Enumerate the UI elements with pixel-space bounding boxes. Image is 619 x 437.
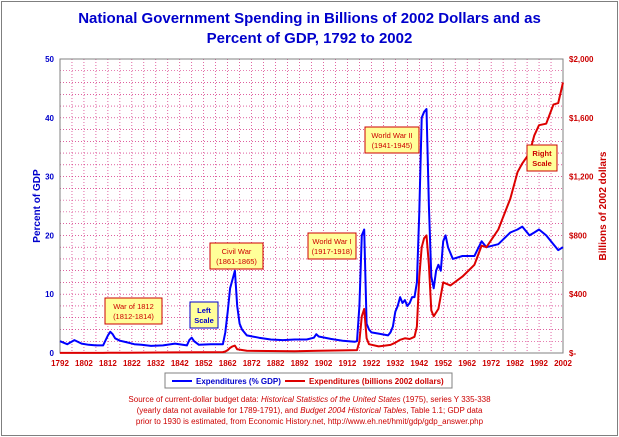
y-left-tick-label-50: 50: [45, 55, 54, 64]
y-left-tick-label-30: 30: [45, 173, 54, 182]
x-tick-label-1922: 1922: [362, 359, 380, 368]
x-tick-label-1912: 1912: [339, 359, 357, 368]
annotation-4: World War II(1941-1945): [364, 126, 420, 154]
annotation-line-2: Scale: [532, 159, 552, 168]
legend: Expenditures (% GDP) Expenditures (billio…: [164, 372, 453, 389]
annotation-box: [104, 297, 163, 325]
source-note-line-2: (yearly data not available for 1789-1791…: [136, 406, 483, 415]
annotation-box: [189, 301, 219, 329]
source-note-line-1: Source of current-dollar budget data: Hi…: [128, 395, 491, 404]
x-tick-label-1952: 1952: [434, 359, 452, 368]
x-tick-label-1862: 1862: [219, 359, 237, 368]
y-right-tick-label-$1,600: $1,600: [569, 114, 594, 123]
annotation-line-2: (1917-1918): [312, 247, 353, 256]
x-tick-label-1842: 1842: [171, 359, 189, 368]
x-tick-label-1792: 1792: [51, 359, 69, 368]
legend-label-billions: Expenditures (billions 2002 dollars): [309, 377, 444, 386]
x-tick-label-1942: 1942: [410, 359, 428, 368]
annotation-line-1: Left: [197, 306, 211, 315]
x-tick-label-1972: 1972: [482, 359, 500, 368]
annotation-box: [307, 232, 357, 260]
x-tick-label-1882: 1882: [267, 359, 285, 368]
annotation-line-1: World War II: [371, 131, 412, 140]
y-left-tick-label-0: 0: [50, 349, 55, 358]
legend-label-percent-gdp: Expenditures (% GDP): [196, 377, 281, 386]
x-tick-label-1932: 1932: [386, 359, 404, 368]
x-tick-label-2002: 2002: [554, 359, 572, 368]
annotation-line-1: War of 1812: [113, 302, 154, 311]
annotation-line-1: Right: [532, 149, 552, 158]
y-right-tick-label-$400: $400: [569, 290, 587, 299]
y-left-tick-label-20: 20: [45, 231, 54, 240]
series-line-billions: [60, 82, 564, 354]
y-right-tick-label-$800: $800: [569, 231, 587, 240]
x-tick-label-1982: 1982: [506, 359, 524, 368]
annotation-line-1: Civil War: [222, 247, 252, 256]
y-right-tick-label-$2,000: $2,000: [569, 55, 594, 64]
y-axis-right-label: Billions of 2002 dollars: [598, 151, 609, 260]
annotation-line-2: (1812-1814): [113, 312, 154, 321]
annotation-line-2: (1941-1945): [372, 141, 413, 150]
x-tick-label-1832: 1832: [147, 359, 165, 368]
y-axis-left-label: Percent of GDP: [32, 169, 43, 243]
y-right-tick-label-$-: $-: [569, 349, 576, 358]
chart-title-line-2: Percent of GDP, 1792 to 2002: [206, 30, 413, 47]
annotation-line-2: (1861-1865): [216, 257, 257, 266]
x-tick-label-1892: 1892: [291, 359, 309, 368]
x-tick-label-1852: 1852: [195, 359, 213, 368]
annotation-line-2: Scale: [194, 316, 214, 325]
legend-box: [164, 372, 453, 389]
plot-border: [59, 58, 564, 354]
x-tick-label-1812: 1812: [99, 359, 117, 368]
annotation-box: [526, 144, 558, 172]
y-left-tick-label-40: 40: [45, 114, 54, 123]
grid-lines: [60, 58, 563, 353]
annotation-box: [209, 242, 264, 270]
annotation-2: Civil War(1861-1865): [209, 242, 264, 270]
y-right-tick-label-$1,200: $1,200: [569, 173, 594, 182]
annotation-0: War of 1812(1812-1814): [104, 297, 163, 325]
source-note-line-3: prior to 1930 is estimated, from Economi…: [135, 417, 484, 426]
x-tick-label-1872: 1872: [243, 359, 261, 368]
x-tick-label-1822: 1822: [123, 359, 141, 368]
y-left-tick-label-10: 10: [45, 290, 54, 299]
annotation-line-1: World War I: [312, 237, 351, 246]
x-tick-label-1962: 1962: [458, 359, 476, 368]
x-tick-label-1992: 1992: [530, 359, 548, 368]
chart-title-line-1: National Government Spending in Billions…: [78, 10, 541, 27]
series-line-percent-gdp: [59, 108, 564, 347]
x-tick-label-1902: 1902: [315, 359, 333, 368]
x-tick-label-1802: 1802: [75, 359, 93, 368]
annotation-3: World War I(1917-1918): [307, 232, 357, 260]
annotation-box: [364, 126, 420, 154]
